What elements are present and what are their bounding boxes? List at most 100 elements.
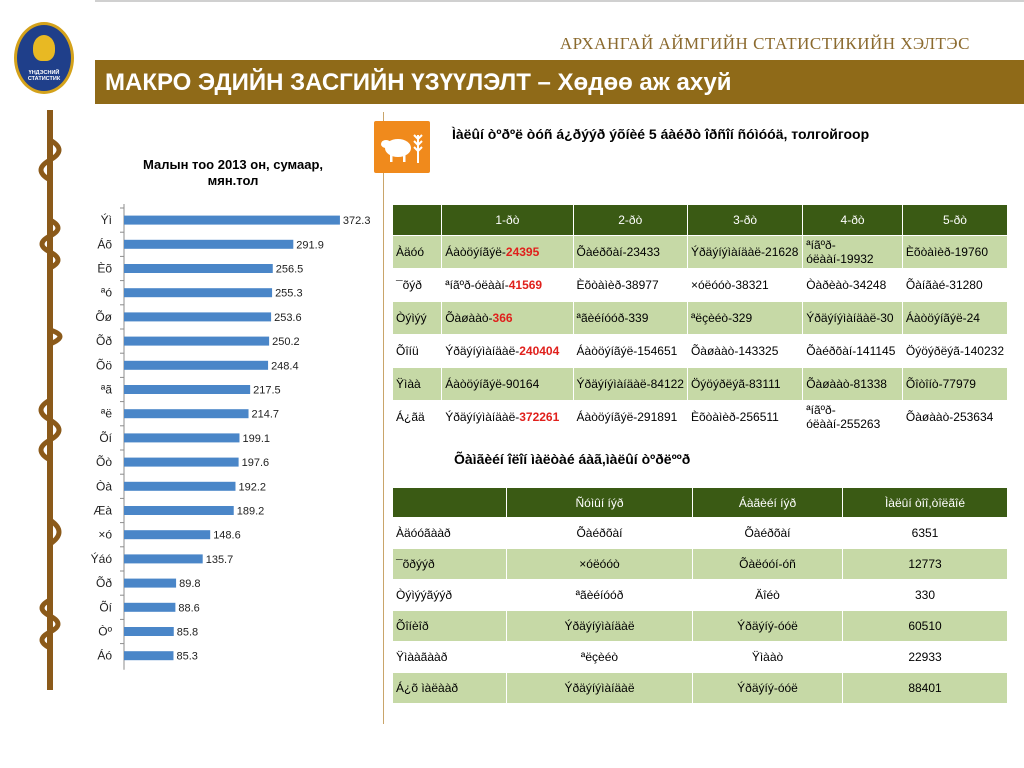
row-label: Á¿ãä [391,400,443,434]
table-row: Õîíü Ýðäýíýìàíäàë-240404 Áàòöýíãýë-15465… [391,334,1009,368]
row-label: Á¿õ ìàëààð [392,672,507,704]
row-label: Ÿìàà [391,367,443,401]
category-label: ªó [101,286,112,300]
table-cell: Õàøààò-253634 [901,400,1009,434]
data-label: 217.5 [253,385,281,397]
table-header-row: Ñóìûí íýð Áàãèéí íýð Ìàëûí òîî,òîëãîé [392,487,1008,518]
table-cell: Õîòîíò-77979 [901,367,1009,401]
row-label: Õîíü [391,334,443,368]
table-cell: Õàøààò-366 [441,301,574,335]
data-label: 199.1 [242,433,270,445]
table-cell: Ÿìààò [692,641,843,673]
table-row: Á¿ãä Ýðäýíýìàíäàë-372261 Áàòöýíãýë-29189… [391,400,1009,434]
category-label: ªã [101,383,112,397]
header-cell: 1-ðò [441,204,574,236]
row-label: Ÿìààãààð [392,641,507,673]
data-label: 148.6 [213,530,241,542]
bar [124,651,174,661]
bar [124,457,239,467]
header-cell: Ìàëûí òîî,òîëãîé [842,487,1008,518]
bar [124,239,294,249]
data-label: 189.2 [237,506,265,518]
divider-line [383,112,384,724]
table-cell: 60510 [842,610,1008,642]
title-band: МАКРО ЭДИЙН ЗАСГИЙН ҮЗҮҮЛЭЛТ – Хөдөө аж … [95,60,1024,104]
left-decoration-strip: ҮНДЭСНИЙ СТАТИСТИК [0,0,95,768]
category-label: ªë [101,407,112,421]
table-cell: Õàéðõàí-141145 [802,334,903,368]
table-cell: Èõòàìèð-19760 [901,235,1009,269]
row-label: Òýìýý [391,301,443,335]
bar [124,288,273,298]
table-cell: 88401 [842,672,1008,704]
data-label: 214.7 [252,409,280,421]
table-cell: Áàòöýíãýë-24395 [441,235,574,269]
data-label: 255.3 [275,288,303,300]
data-label: 256.5 [276,264,304,276]
data-label: 197.6 [242,457,270,469]
category-label: Èõ [97,261,112,276]
bar [124,506,234,515]
header-cell: 3-ðò [686,204,804,236]
row-label: Àäóó [391,235,443,269]
data-label: 372.3 [343,215,371,227]
table-cell: Äîéò [692,579,843,611]
table-row: Á¿õ ìàëààð Ýðäýíýìàíäàë Ýðäýíý-óóë 88401 [392,672,1008,704]
data-label: 85.8 [177,627,198,639]
table-cell: ªãèéíóóð-339 [572,301,688,335]
table-cell: ªãèéíóóð [506,579,693,611]
table-cell: Èõòàìèð-256511 [686,400,804,434]
soyombo-emblem-icon [33,35,55,61]
header-cell: 5-ðò [901,204,1009,236]
bar [124,554,203,564]
header-cell: 4-ðò [802,204,903,236]
row-label: Õîíèîð [392,610,507,642]
data-label: 89.8 [179,578,200,590]
table-cell: 330 [842,579,1008,611]
row-label: ¯õýð [391,268,443,302]
table-header-row: 1-ðò 2-ðò 3-ðò 4-ðò 5-ðò [391,204,1009,236]
data-label: 88.6 [178,602,199,614]
table-cell: ªíãºð-óëààí-19932 [802,235,903,269]
bar [124,409,249,419]
table-cell: Ýðäýíýìàíäàë-21628 [686,235,804,269]
table-cell: Ýðäýíýìàíäàë-372261 [441,400,574,434]
table-cell: ªíãºð-óëààí-41569 [441,268,574,302]
data-label: 250.2 [272,336,300,348]
bar [124,264,273,273]
data-label: 291.9 [296,239,324,251]
table-row: Òýìýý Õàøààò-366 ªãèéíóóð-339 ªëçèéò-329… [391,301,1009,335]
category-label: Áõ [97,236,112,251]
category-label: Õð [96,575,112,590]
bar [124,360,269,370]
table-cell: ªíãºð-óëààí-255263 [802,400,903,434]
table-cell: Õàøààò-81338 [802,367,903,401]
category-label: Òº [98,624,112,639]
table-cell: 22933 [842,641,1008,673]
row-label: Àäóóãààð [392,517,507,549]
org-title: АРХАНГАЙ АЙМГИЙН СТАТИСТИКИЙН ХЭЛТЭС [559,34,970,53]
table-cell: ×óëóóò-38321 [686,268,804,302]
table-cell: Òàðèàò-34248 [802,268,903,302]
table-cell: Ýðäýíýìàíäàë [506,610,693,642]
table-cell: ªëçèéò-329 [686,301,804,335]
top-band: АРХАНГАЙ АЙМГИЙН СТАТИСТИКИЙН ХЭЛТЭС [95,0,1024,62]
bar [124,530,211,540]
page-title: МАКРО ЭДИЙН ЗАСГИЙН ҮЗҮҮЛЭЛТ – Хөдөө аж … [105,69,732,96]
category-label: Õí [99,599,112,614]
category-label: Òà [96,478,112,493]
category-label: Æà [93,504,112,518]
table-row: ¯õýð ªíãºð-óëààí-41569 Èõòàìèð-38977 ×óë… [391,268,1009,302]
category-label: Õð [96,333,112,348]
table-cell: Õàéðõàí [692,517,843,549]
header-cell [391,204,443,236]
table-cell: Öýöýðëýã-140232 [901,334,1009,368]
table-row: Õîíèîð Ýðäýíýìàíäàë Ýðäýíý-óóë 60510 [392,610,1008,642]
row-label: ¯õðýýð [392,548,507,580]
data-label: 253.6 [274,312,302,324]
row-label: Òýìýýãýýð [392,579,507,611]
category-label: ×ó [98,528,112,542]
category-label: Áó [97,648,112,663]
bar [124,385,251,394]
table-row: Òýìýýãýýð ªãèéíóóð Äîéò 330 [392,579,1008,611]
